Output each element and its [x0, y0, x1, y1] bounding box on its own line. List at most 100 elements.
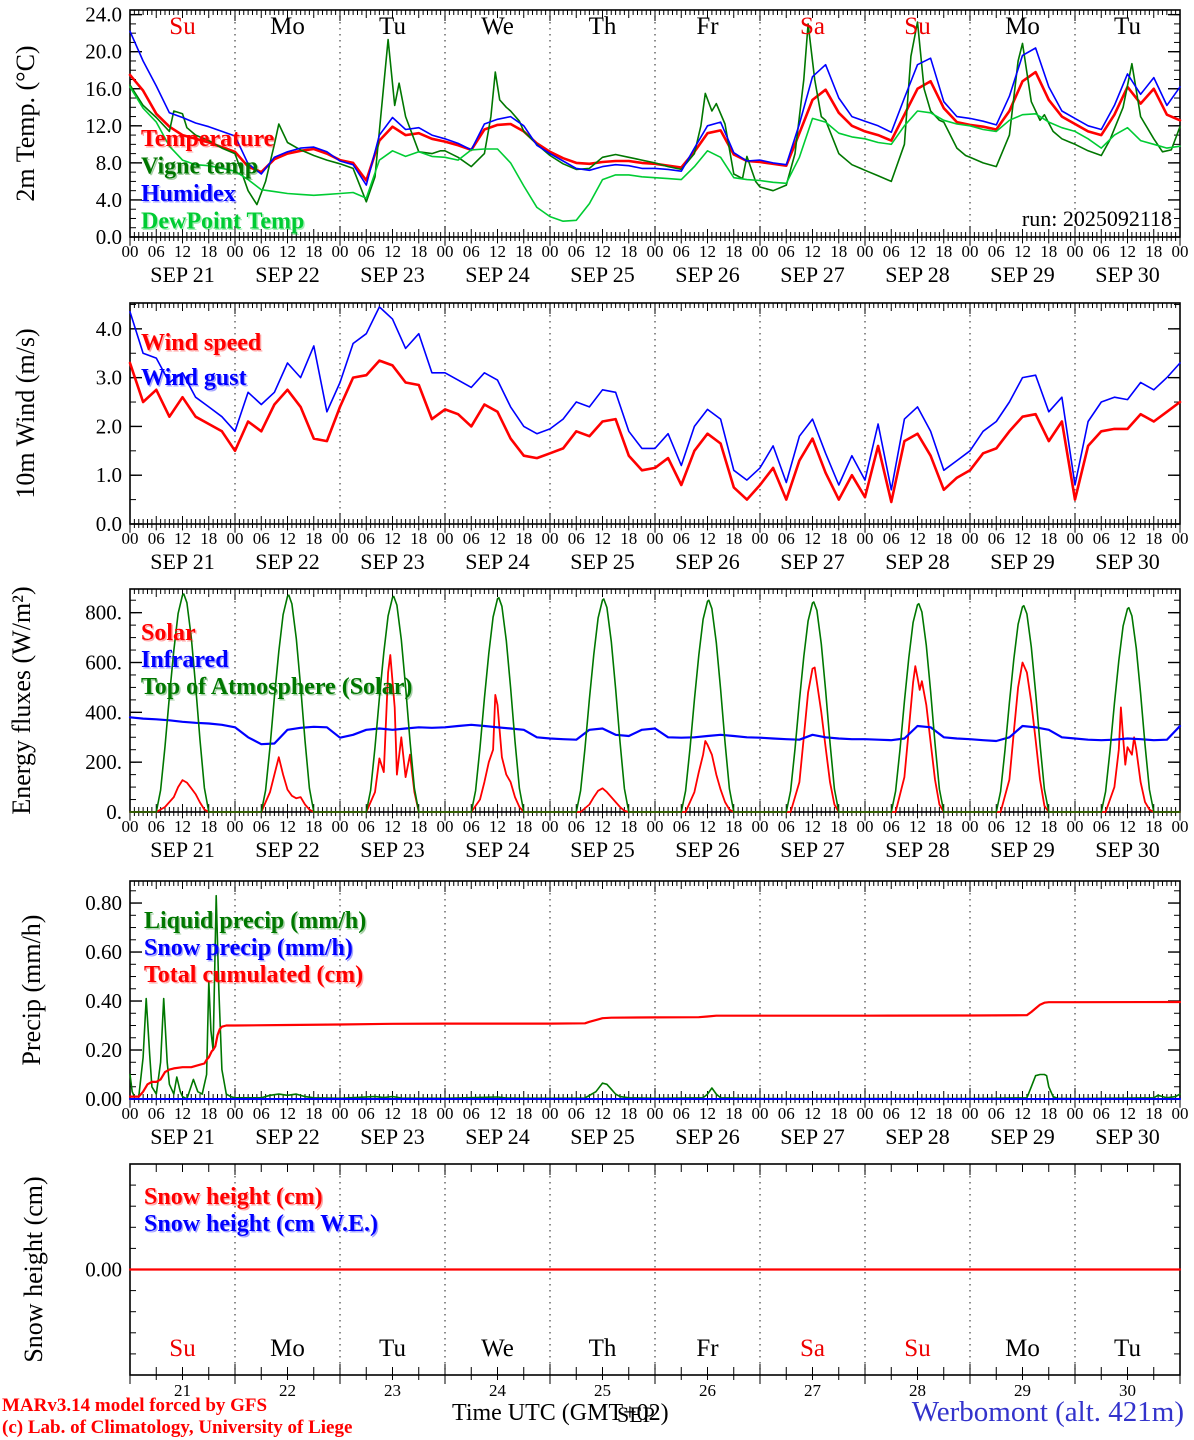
hour-label: 12 — [279, 817, 296, 836]
legend-snow-height-snow-height-cm-w-e-: Snow height (cm W.E.) — [144, 1211, 378, 1237]
ytick-label-precip: 0.40 — [85, 989, 122, 1013]
series-wind-wind-gust — [129, 306, 1181, 491]
hour-label: 00 — [752, 1104, 769, 1123]
hour-label: 12 — [1119, 817, 1136, 836]
series-energy-fluxes-infrared — [128, 716, 1182, 746]
hour-label: 00 — [227, 817, 244, 836]
date-label-sep-25: SEP 25 — [570, 1124, 635, 1149]
date-label-sep-27: SEP 27 — [780, 549, 845, 574]
hour-label: 00 — [332, 817, 349, 836]
hour-label: 18 — [725, 242, 742, 261]
day-name-top-3: We — [481, 13, 514, 40]
hour-label: 18 — [935, 817, 952, 836]
hour-label: 06 — [358, 242, 375, 261]
day-name-bottom-3: We — [481, 1335, 514, 1362]
date-label-sep-23: SEP 23 — [360, 549, 425, 574]
hour-label: 00 — [542, 1104, 559, 1123]
hour-label: 06 — [883, 529, 900, 548]
date-label-sep-26: SEP 26 — [675, 1124, 740, 1149]
hour-label: 12 — [279, 1104, 296, 1123]
date-label-sep-30: SEP 30 — [1095, 837, 1160, 862]
date-label-sep-27: SEP 27 — [780, 262, 845, 287]
hour-label: 12 — [909, 1104, 926, 1123]
hour-label: 18 — [830, 529, 847, 548]
date-label-sep-21: SEP 21 — [150, 1124, 215, 1149]
hour-label: 06 — [463, 242, 480, 261]
hour-label: 00 — [227, 529, 244, 548]
date-label-sep-22: SEP 22 — [255, 549, 320, 574]
ytick-label-wind: 4.0 — [96, 317, 122, 341]
hour-label: 12 — [1014, 529, 1031, 548]
hour-label: 06 — [883, 242, 900, 261]
hour-label: 12 — [384, 1104, 401, 1123]
series-energy-fluxes-top-of-atmosphere-solar- — [129, 593, 1181, 813]
station-label: Werbomont (alt. 421m) — [911, 1396, 1184, 1428]
date-label-sep-23: SEP 23 — [360, 837, 425, 862]
date-label-sep-25: SEP 25 — [570, 837, 635, 862]
hour-label: 00 — [437, 529, 454, 548]
hour-label: 18 — [620, 1104, 637, 1123]
legend-precip-snow-precip-mm-h-: Snow precip (mm/h) — [144, 935, 353, 961]
day-name-top-6: Sa — [800, 13, 825, 40]
hour-label: 00 — [1067, 242, 1084, 261]
series-temperature-dewpoint-temp — [129, 86, 1181, 222]
hour-label: 18 — [410, 817, 427, 836]
hour-label: 06 — [568, 1104, 585, 1123]
svg-text:DewPoint Temp: DewPoint Temp — [142, 210, 305, 236]
ytick-label-precip: 0.60 — [85, 940, 122, 964]
hour-label: 18 — [1040, 529, 1057, 548]
ytick-label-temperature: 20.0 — [85, 40, 122, 64]
hour-label: 18 — [725, 817, 742, 836]
hour-label: 12 — [594, 529, 611, 548]
hour-label: 18 — [1145, 529, 1162, 548]
day-number-28: 28 — [909, 1381, 926, 1400]
hour-label: 00 — [857, 242, 874, 261]
date-label-sep-21: SEP 21 — [150, 549, 215, 574]
hour-label: 00 — [542, 529, 559, 548]
hour-label: 18 — [515, 817, 532, 836]
hour-label: 18 — [305, 817, 322, 836]
svg-text:Humidex: Humidex — [142, 182, 237, 208]
hour-label: 18 — [1145, 817, 1162, 836]
x-axis-overlap-sep-label: SEP — [617, 1402, 655, 1427]
date-label-sep-28: SEP 28 — [885, 837, 950, 862]
hour-label: 12 — [1119, 529, 1136, 548]
hour-label-row-3: 00 06 12 18 00 06 12 18 00 06 12 18 00 06 12 18 00 06 12 18… — [122, 1104, 1189, 1149]
hour-label: 06 — [1093, 529, 1110, 548]
hour-label: 06 — [883, 1104, 900, 1123]
y-axis-title-energy-fluxes: Energy fluxes (W/m²) — [7, 586, 36, 814]
hour-label: 00 — [962, 529, 979, 548]
day-name-bottom-0: Su — [169, 1335, 196, 1362]
svg-text:Temperature: Temperature — [142, 127, 276, 153]
hour-label: 12 — [1119, 242, 1136, 261]
ytick-label-energy-fluxes: 800. — [85, 601, 122, 625]
date-label-sep-21: SEP 21 — [150, 262, 215, 287]
svg-text:Solar: Solar — [142, 621, 197, 647]
hour-label: 06 — [568, 529, 585, 548]
ytick-label-temperature: 4.0 — [96, 188, 122, 212]
hour-label: 06 — [148, 242, 165, 261]
legend-temperature-vigne-temp: Vigne temp — [141, 154, 258, 180]
panel-temperature: 0.0 4.0 8.0 12.0 16.0 20.0 24.0 2m Temp. (°C) Te… — [11, 3, 1182, 249]
day-number-26: 26 — [699, 1381, 716, 1400]
hour-label: 00 — [1067, 1104, 1084, 1123]
hour-label: 06 — [358, 817, 375, 836]
hour-label: 18 — [725, 1104, 742, 1123]
ytick-label-precip: 0.80 — [85, 891, 122, 915]
hour-label: 06 — [253, 242, 270, 261]
hour-label: 06 — [778, 817, 795, 836]
hour-label: 12 — [279, 242, 296, 261]
hour-label: 12 — [489, 529, 506, 548]
hour-label: 06 — [463, 1104, 480, 1123]
hour-label: 00 — [227, 1104, 244, 1123]
hour-label: 00 — [752, 529, 769, 548]
date-label-sep-29: SEP 29 — [990, 1124, 1055, 1149]
date-label-sep-29: SEP 29 — [990, 549, 1055, 574]
hour-label: 18 — [200, 242, 217, 261]
panel-precip: 0.00 0.20 0.40 0.60 0.80 Precip (mm/h) Liquid … — [17, 880, 1182, 1111]
hour-label: 06 — [568, 242, 585, 261]
hour-label: 06 — [463, 529, 480, 548]
hour-label: 06 — [463, 817, 480, 836]
hour-label: 00 — [122, 817, 139, 836]
